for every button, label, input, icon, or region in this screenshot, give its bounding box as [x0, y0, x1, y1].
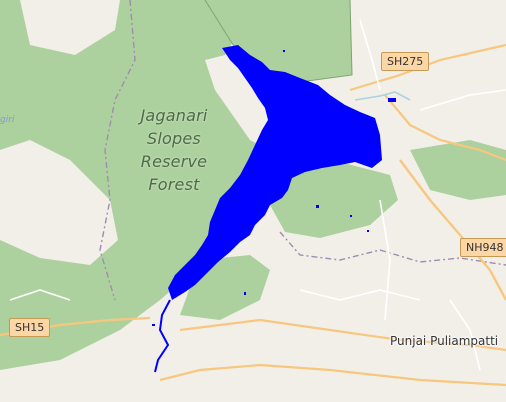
- road-minor-2: [419, 89, 506, 111]
- road-minor-6: [9, 289, 71, 301]
- reservoir-speck-2: [350, 215, 352, 217]
- forest-label: Jaganari Slopes Reserve Forest: [128, 104, 220, 196]
- forest-area-far-east: [410, 140, 506, 200]
- forest-area-north: [205, 0, 352, 82]
- forest-label-line4: Forest: [148, 175, 200, 194]
- place-label-faint-west: giri: [0, 115, 15, 125]
- reservoir-speck-4: [152, 324, 155, 326]
- reservoir-speck-7: [367, 230, 369, 232]
- place-label-punjai-puliampatti: Punjai Puliampatti: [390, 334, 499, 348]
- road-minor-3: [299, 289, 421, 301]
- forest-area-east: [270, 162, 398, 238]
- road-shield-nh948: NH948: [460, 238, 506, 257]
- forest-label-line1: Jaganari: [140, 106, 208, 125]
- road-south: [179, 318, 506, 352]
- forest-label-line3: Reserve: [140, 152, 208, 171]
- land-patch-west: [0, 140, 118, 265]
- road-east-link: [384, 94, 506, 162]
- admin-boundary: [99, 0, 136, 301]
- reservoir-speck-1: [316, 205, 319, 208]
- forest-area-west: [0, 0, 280, 370]
- reservoir-stream: [154, 299, 171, 373]
- road-minor-1: [359, 19, 381, 91]
- reservoir-overlay: [168, 45, 382, 300]
- road-nh948: [399, 159, 506, 301]
- road-minor-5: [449, 299, 481, 371]
- road-southwest: [159, 363, 506, 387]
- reservoir-speck-6: [283, 50, 285, 52]
- reservoir-speck-3: [244, 292, 246, 295]
- reservoir-speck-5: [388, 98, 396, 102]
- road-shield-sh275: SH275: [381, 52, 430, 71]
- land-patch-north: [20, 0, 120, 55]
- road-minor-4: [379, 199, 391, 321]
- admin-boundary-east: [279, 231, 506, 266]
- forest-label-line2: Slopes: [147, 129, 201, 148]
- river: [354, 91, 411, 101]
- road-shield-sh15: SH15: [9, 318, 51, 337]
